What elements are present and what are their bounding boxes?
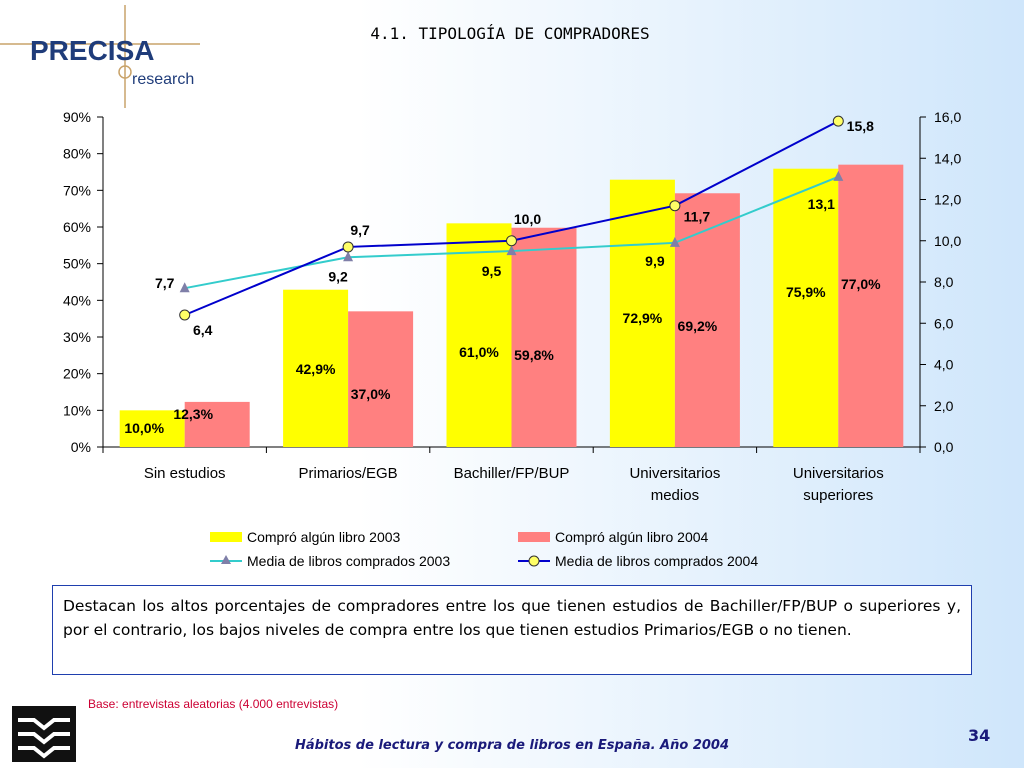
left-axis-tick-label: 20%	[63, 366, 91, 382]
bar-2004	[838, 164, 904, 447]
right-axis-tick-label: 12,0	[934, 192, 961, 208]
x-axis-tick-label: Universitarios	[793, 465, 884, 482]
line-data-label: 13,1	[808, 196, 835, 212]
marker-2004	[179, 309, 191, 321]
marker-2004	[506, 235, 517, 247]
bar-data-label: 72,9%	[623, 310, 663, 326]
line-data-label: 9,9	[645, 253, 665, 269]
books-logo-icon	[12, 706, 76, 762]
line-data-label: 9,7	[350, 222, 370, 238]
left-axis-tick-label: 50%	[63, 256, 91, 272]
legend-swatch-bar2003	[210, 532, 242, 542]
summary-note: Destacan los altos porcentajes de compra…	[52, 585, 972, 675]
right-axis-tick-label: 14,0	[934, 150, 961, 166]
bar-2003	[283, 289, 349, 447]
x-axis-tick-label: Universitarios	[629, 465, 720, 482]
bar-2004	[348, 311, 414, 447]
legend-label-line2004: Media de libros comprados 2004	[555, 553, 759, 569]
bar-data-label: 77,0%	[841, 276, 881, 292]
marker-2004	[832, 115, 844, 127]
line-data-label: 6,4	[193, 322, 213, 338]
marker-2003	[343, 251, 354, 262]
bar-2003	[119, 410, 185, 447]
chart-legend: Compró algún libro 2003 Compró algún lib…	[210, 527, 850, 573]
footer-title: Hábitos de lectura y compra de libros en…	[294, 738, 730, 753]
legend-label-line2003: Media de libros comprados 2003	[247, 553, 451, 569]
bar-data-label: 10,0%	[124, 420, 164, 436]
legend-marker-line2003	[210, 555, 242, 564]
bar-data-label: 37,0%	[351, 386, 391, 402]
bar-2003	[773, 168, 839, 447]
slide-title: 4.1. TIPOLOGÍA DE COMPRADORES	[370, 24, 650, 43]
line-data-label: 9,2	[328, 268, 348, 284]
left-axis-tick-label: 80%	[63, 146, 91, 162]
line-data-label: 15,8	[847, 118, 874, 134]
line-data-label: 9,5	[482, 263, 502, 279]
bar-data-label: 69,2%	[678, 318, 718, 334]
marker-2003	[669, 236, 680, 247]
right-axis-tick-label: 0,0	[934, 439, 954, 455]
legend-swatch-bar2004	[518, 532, 550, 542]
left-axis-tick-label: 0%	[71, 439, 91, 455]
bar-2003	[609, 179, 675, 447]
x-axis-tick-label: Sin estudios	[144, 465, 226, 482]
legend-label-bar2003: Compró algún libro 2003	[247, 529, 401, 545]
bar-data-label: 42,9%	[296, 361, 336, 377]
buyers-chart: 0% 10% 20% 30% 40% 50% 60% 70% 80% 90% 0,0 2,0 4,0 6,…	[63, 109, 961, 504]
bar-2004	[674, 193, 740, 447]
line-data-label: 7,7	[155, 275, 175, 291]
right-axis-tick-label: 10,0	[934, 233, 961, 249]
right-axis-tick-label: 2,0	[934, 398, 954, 414]
left-axis-tick-label: 70%	[63, 182, 91, 198]
base-note: Base: entrevistas aleatorias (4.000 entr…	[88, 697, 339, 711]
bar-data-label: 59,8%	[514, 347, 554, 363]
line-data-label: 10,0	[514, 211, 541, 227]
left-axis-tick-label: 30%	[63, 329, 91, 345]
marker-2004	[342, 241, 354, 253]
x-axis-tick-label: superiores	[803, 487, 873, 504]
bar-data-label: 61,0%	[459, 344, 499, 360]
left-axis-tick-label: 90%	[63, 109, 91, 125]
line-data-label: 11,7	[684, 209, 711, 225]
marker-2004	[669, 200, 681, 212]
right-axis-tick-label: 6,0	[934, 315, 954, 331]
bar-data-label: 75,9%	[786, 284, 826, 300]
marker-2003	[833, 170, 844, 181]
right-axis-tick-label: 16,0	[934, 109, 961, 125]
brand-sub: research	[132, 71, 194, 88]
right-axis-tick-label: 4,0	[934, 357, 954, 373]
left-axis-tick-label: 60%	[63, 219, 91, 235]
precisa-logo: PRECISA research	[0, 5, 200, 108]
bar-2004	[511, 227, 577, 447]
bar-2004	[184, 401, 250, 447]
left-axis-tick-label: 10%	[63, 402, 91, 418]
page-number: 34	[968, 726, 991, 745]
bar-data-label: 12,3%	[173, 406, 213, 422]
brand-name: PRECISA	[30, 35, 154, 66]
marker-2003	[506, 245, 517, 256]
legend-label-bar2004: Compró algún libro 2004	[555, 529, 709, 545]
marker-2003	[179, 282, 190, 293]
left-axis-tick-label: 40%	[63, 292, 91, 308]
right-axis-tick-label: 8,0	[934, 274, 954, 290]
legend-marker-line2004	[518, 555, 550, 567]
x-axis-tick-label: Bachiller/FP/BUP	[454, 465, 570, 482]
bar-2003	[446, 223, 512, 447]
x-axis-tick-label: medios	[651, 487, 699, 504]
x-axis-tick-label: Primarios/EGB	[299, 465, 398, 482]
